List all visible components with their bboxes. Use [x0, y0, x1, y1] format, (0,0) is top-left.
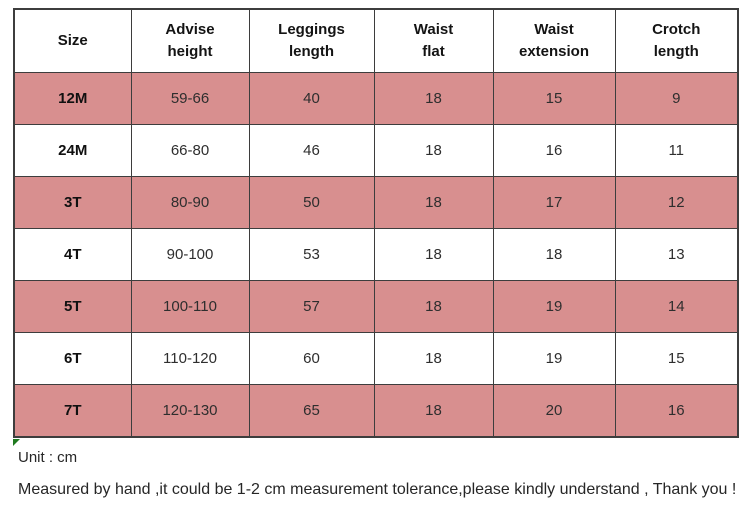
value-cell: 18 [373, 72, 494, 125]
value-cell: 18 [373, 332, 494, 385]
value-cell: 18 [373, 228, 494, 281]
size-cell: 7T [13, 384, 132, 438]
table-row: 5T 100-110 57 18 19 14 [13, 280, 739, 333]
value-cell: 12 [614, 176, 739, 229]
table-row: 3T 80-90 50 18 17 12 [13, 176, 739, 229]
value-cell: 120-130 [130, 384, 250, 438]
column-header: Waist flat [373, 8, 494, 73]
column-header: Waist extension [492, 8, 616, 73]
value-cell: 19 [492, 332, 616, 385]
column-header: Advise height [130, 8, 250, 73]
value-cell: 50 [248, 176, 375, 229]
green-corner-marker [13, 439, 20, 446]
size-cell: 12M [13, 72, 132, 125]
value-cell: 46 [248, 124, 375, 177]
value-cell: 15 [492, 72, 616, 125]
size-cell: 4T [13, 228, 132, 281]
value-cell: 16 [614, 384, 739, 438]
table-row: 6T 110-120 60 18 19 15 [13, 332, 739, 385]
size-chart-table-container: Size Advise height Leggings length Waist fl… [13, 8, 739, 438]
value-cell: 59-66 [130, 72, 250, 125]
size-cell: 5T [13, 280, 132, 333]
value-cell: 9 [614, 72, 739, 125]
value-cell: 18 [373, 280, 494, 333]
size-table-body: 12M 59-66 40 18 15 9 24M 66-80 46 18 16 11 3T 80-90 50… [13, 72, 739, 438]
column-header: Size [13, 8, 132, 73]
value-cell: 57 [248, 280, 375, 333]
table-row: 7T 120-130 65 18 20 16 [13, 384, 739, 438]
value-cell: 14 [614, 280, 739, 333]
value-cell: 11 [614, 124, 739, 177]
size-cell: 3T [13, 176, 132, 229]
value-cell: 18 [492, 228, 616, 281]
value-cell: 16 [492, 124, 616, 177]
value-cell: 13 [614, 228, 739, 281]
table-row: 12M 59-66 40 18 15 9 [13, 72, 739, 125]
value-cell: 53 [248, 228, 375, 281]
column-header: Leggings length [248, 8, 375, 73]
value-cell: 18 [373, 124, 494, 177]
size-chart-table: Size Advise height Leggings length Waist fl… [13, 8, 739, 438]
value-cell: 65 [248, 384, 375, 438]
value-cell: 18 [373, 384, 494, 438]
value-cell: 110-120 [130, 332, 250, 385]
value-cell: 20 [492, 384, 616, 438]
value-cell: 17 [492, 176, 616, 229]
size-cell: 24M [13, 124, 132, 177]
value-cell: 60 [248, 332, 375, 385]
value-cell: 19 [492, 280, 616, 333]
value-cell: 100-110 [130, 280, 250, 333]
column-header: Crotch length [614, 8, 739, 73]
table-row: 4T 90-100 53 18 18 13 [13, 228, 739, 281]
value-cell: 15 [614, 332, 739, 385]
value-cell: 80-90 [130, 176, 250, 229]
table-row: 24M 66-80 46 18 16 11 [13, 124, 739, 177]
value-cell: 66-80 [130, 124, 250, 177]
value-cell: 40 [248, 72, 375, 125]
tolerance-note: Measured by hand ,it could be 1-2 cm mea… [18, 481, 737, 498]
header-row: Size Advise height Leggings length Waist fl… [13, 8, 739, 73]
value-cell: 18 [373, 176, 494, 229]
unit-note: Unit : cm [18, 449, 78, 466]
value-cell: 90-100 [130, 228, 250, 281]
size-cell: 6T [13, 332, 132, 385]
